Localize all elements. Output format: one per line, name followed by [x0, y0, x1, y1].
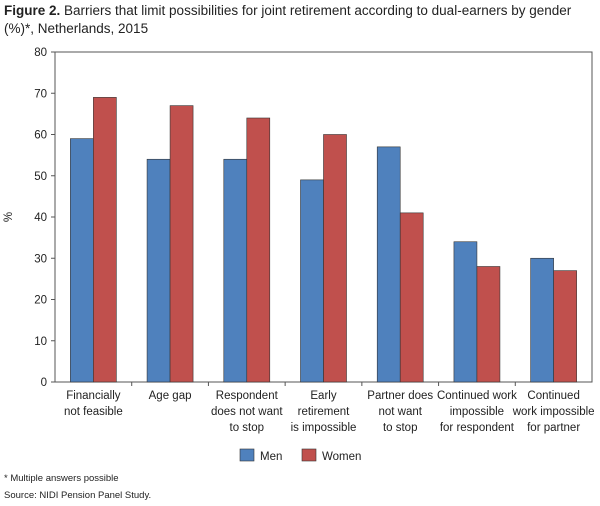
bar [376, 146, 401, 383]
x-tick-label-line: to stop [230, 422, 265, 434]
bar [399, 212, 424, 383]
legend-label: Women [322, 451, 361, 463]
x-tick-label: Early retirement is impossible [291, 390, 357, 434]
x-tick-label-line: Financially [66, 390, 121, 402]
x-tick-label-line: Early [310, 390, 336, 402]
legend-swatch [239, 448, 255, 462]
x-tick-label: Age gap [149, 390, 192, 402]
source: Source: NIDI Pension Panel Study. [4, 490, 151, 501]
x-tick-label-line: retirement [298, 406, 351, 418]
y-tick-label: 50 [34, 171, 47, 183]
x-tick-label-line: to stop [383, 422, 418, 434]
bar [146, 158, 171, 383]
bar [169, 105, 194, 383]
footnote: * Multiple answers possible [4, 473, 119, 484]
bar [246, 117, 271, 383]
x-tick-label: Continued work impossible for respondent [437, 390, 517, 434]
bar [70, 138, 94, 383]
y-tick-label: 80 [34, 47, 47, 59]
bar [476, 266, 501, 383]
x-tick-label-line: Respondent [216, 390, 279, 402]
x-tick-label-line: Continued [527, 390, 579, 402]
y-tick-label: 70 [34, 88, 47, 100]
x-tick-label-line: impossible [450, 406, 504, 418]
y-axis-label: % [3, 212, 15, 222]
bar [453, 241, 478, 383]
x-tick-label-line: for respondent [440, 422, 515, 434]
bar [223, 158, 248, 383]
bar [323, 134, 347, 383]
y-tick-label: 40 [34, 212, 47, 224]
x-tick-label-line: not feasible [64, 406, 123, 418]
x-tick-label-line: Continued work [437, 390, 517, 402]
legend-swatch [301, 448, 317, 462]
x-tick-label: Continued work impossible for partner [512, 390, 595, 434]
x-tick-label-line: Age gap [149, 390, 192, 402]
x-tick-label-line: does not want [211, 406, 283, 418]
x-tick-label-line: is impossible [291, 422, 357, 434]
bar [530, 257, 554, 383]
x-tick-label-line: work impossible [512, 406, 595, 418]
bar [553, 270, 577, 383]
bar [93, 97, 117, 383]
chart-title: Barriers that limit possibilities for jo… [4, 3, 572, 36]
y-tick-label: 60 [34, 130, 47, 142]
y-tick-label: 20 [34, 295, 47, 307]
x-tick-label: Financially not feasible [64, 390, 123, 418]
x-tick-label-line: for partner [527, 422, 580, 434]
y-tick-label: 30 [34, 253, 47, 265]
x-tick-label: Partner does not want to stop [367, 390, 433, 434]
y-tick-label: 10 [34, 336, 47, 348]
title-block: Figure 2. Barriers that limit possibilit… [4, 2, 594, 38]
x-tick-label-line: Partner does [367, 390, 433, 402]
x-tick-label-line: not want [378, 406, 422, 418]
bar [300, 179, 324, 383]
figure-label: Figure 2. [4, 3, 61, 18]
legend-label: Men [260, 451, 282, 463]
x-tick-label: Respondent does not want to stop [211, 390, 283, 434]
y-tick-label: 0 [41, 377, 47, 389]
